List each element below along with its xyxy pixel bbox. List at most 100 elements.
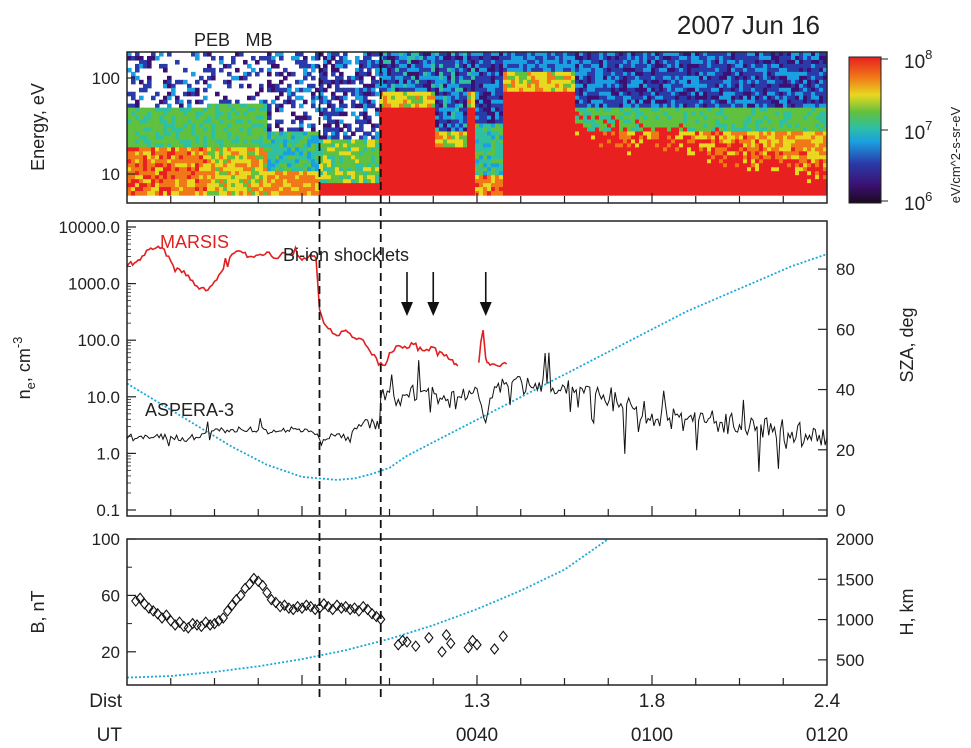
spectrogram-cell — [739, 187, 744, 192]
spectrogram-cell — [439, 59, 444, 65]
spectrogram-cell — [315, 55, 320, 61]
spectrogram-cell — [155, 135, 160, 141]
spectrogram-cell — [327, 155, 332, 160]
spectrogram-cell — [439, 183, 444, 188]
spectrogram-cell — [231, 103, 236, 109]
spectrogram-cell — [391, 87, 396, 93]
spectrogram-cell — [675, 119, 680, 125]
spectrogram-cell — [539, 83, 544, 89]
spectrogram-cell — [675, 52, 680, 57]
spectrogram-cell — [187, 103, 192, 109]
spectrogram-cell — [431, 115, 436, 121]
spectrogram-cell — [463, 183, 468, 188]
spectrogram-cell — [487, 95, 492, 101]
spectrogram-cell — [607, 107, 612, 113]
spectrogram-cell — [643, 103, 648, 109]
spectrogram-cell — [495, 187, 500, 192]
spectrogram-cell — [711, 187, 716, 192]
spectrogram-cell — [563, 95, 568, 101]
spectrogram-cell — [559, 127, 564, 133]
spectrogram-cell — [575, 151, 580, 156]
spectrogram-cell — [203, 67, 208, 73]
spectrogram-cell — [479, 151, 484, 156]
spectrogram-cell — [447, 143, 452, 148]
spectrogram-cell — [383, 175, 388, 180]
spectrogram-cell — [591, 147, 596, 152]
spectrogram-cell — [203, 139, 208, 144]
spectrogram-cell — [311, 75, 316, 81]
spectrogram-cell — [591, 67, 596, 73]
spectrogram-cell — [391, 163, 396, 168]
spectrogram-cell — [619, 59, 624, 65]
spectrogram-cell — [687, 107, 692, 113]
spectrogram-cell — [231, 123, 236, 129]
spectrogram-cell — [227, 63, 232, 69]
spectrogram-cell — [595, 171, 600, 176]
spectrogram-cell — [647, 175, 652, 180]
spectrogram-cell — [727, 99, 732, 105]
spectrogram-cell — [371, 91, 376, 97]
spectrogram-cell — [163, 83, 168, 89]
spectrogram-cell — [311, 55, 316, 61]
spectrogram-cell — [479, 55, 484, 61]
spectrogram-cell — [491, 171, 496, 176]
spectrogram-cell — [551, 52, 556, 57]
spectrogram-cell — [659, 99, 664, 105]
spectrogram-cell — [699, 167, 704, 172]
spectrogram-cell — [275, 179, 280, 184]
spectrogram-cell — [643, 123, 648, 129]
spectrogram-cell — [595, 147, 600, 152]
spectrogram-cell — [735, 52, 740, 57]
spectrogram-cell — [551, 139, 556, 144]
spectrogram-cell — [547, 151, 552, 156]
spectrogram-cell — [279, 183, 284, 188]
spectrogram-cell — [619, 183, 624, 188]
spectrogram-cell — [235, 119, 240, 125]
spectrogram-cell — [619, 75, 624, 81]
spectrogram-cell — [299, 103, 304, 109]
spectrogram-cell — [687, 155, 692, 160]
spectrogram-cell — [343, 63, 348, 69]
spectrogram-cell — [439, 79, 444, 85]
spectrogram-cell — [655, 171, 660, 176]
spectrogram-cell — [235, 183, 240, 188]
spectrogram-cell — [535, 95, 540, 101]
spectrogram-cell — [483, 107, 488, 113]
spectrogram-cell — [647, 75, 652, 81]
spectrogram-cell — [739, 191, 744, 196]
spectrogram-cell — [563, 115, 568, 121]
spectrogram-cell — [175, 143, 180, 148]
spectrogram-cell — [235, 167, 240, 172]
spectrogram-cell — [519, 55, 524, 61]
spectrogram-cell — [687, 135, 692, 141]
spectrogram-cell — [247, 151, 252, 156]
spectrogram-cell — [259, 87, 264, 93]
spectrogram-cell — [239, 163, 244, 168]
spectrogram-cell — [215, 155, 220, 160]
spectrogram-cell — [707, 147, 712, 152]
spectrogram-cell — [515, 183, 520, 188]
spectrogram-cell — [727, 131, 732, 137]
spectrogram-cell — [623, 175, 628, 180]
spectrogram-cell — [203, 175, 208, 180]
spectrogram-cell — [535, 115, 540, 121]
spectrogram-cell — [231, 167, 236, 172]
spectrogram-cell — [647, 71, 652, 77]
spectrogram-cell — [267, 111, 272, 117]
spectrogram-cell — [527, 67, 532, 73]
spectrogram-cell — [327, 139, 332, 144]
spectrogram-cell — [163, 63, 168, 69]
spectrogram-cell — [699, 91, 704, 97]
spectrogram-cell — [319, 79, 324, 85]
spectrogram-cell — [235, 171, 240, 176]
spectrogram-cell — [707, 167, 712, 172]
spectrogram-cell — [483, 75, 488, 81]
spectrogram-cell — [371, 143, 376, 148]
spectrogram-cell — [599, 123, 604, 129]
spectrogram-cell — [187, 175, 192, 180]
spectrogram-cell — [703, 71, 708, 77]
spectrogram-cell — [659, 147, 664, 152]
spectrogram-cell — [299, 191, 304, 196]
spectrogram-cell — [143, 115, 148, 121]
spectrogram-cell — [595, 175, 600, 180]
